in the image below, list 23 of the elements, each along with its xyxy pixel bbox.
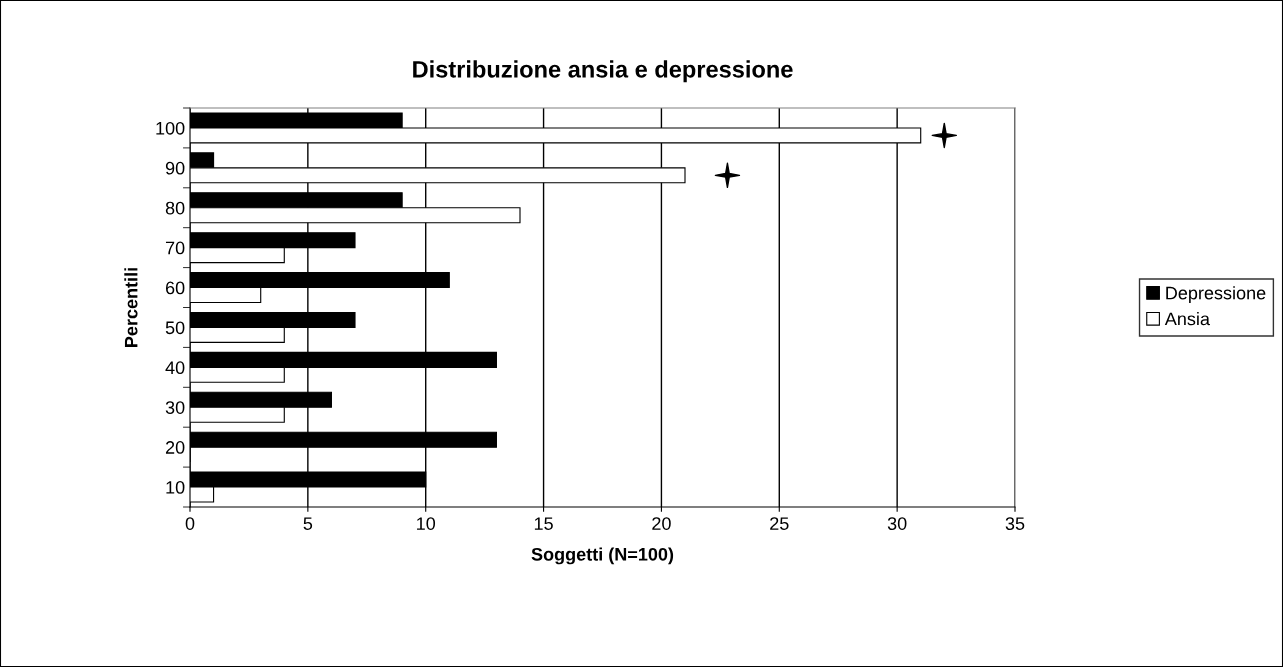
y-tick-label: 70 [165, 241, 185, 255]
x-tick-label: 35 [1005, 517, 1025, 530]
y-tick-label: 80 [165, 201, 185, 215]
chart-title: Distribuzione ansia e depressione [413, 60, 793, 83]
y-tick-label: 40 [165, 361, 185, 375]
y-tick-label: 50 [165, 321, 185, 335]
y-tick-label: 10 [166, 480, 185, 494]
y-tick-label: 90 [165, 161, 185, 175]
x-tick-label: 0 [185, 517, 195, 530]
x-axis-title: Soggetti (N=100) [531, 547, 674, 565]
y-tick-label: 60 [165, 281, 185, 295]
legend-label: Depressione [1166, 286, 1266, 303]
x-tick-label: 15 [534, 517, 553, 530]
legend-label: Ansia [1164, 312, 1210, 326]
y-tick-label: 20 [165, 441, 185, 454]
x-tick-label: 25 [770, 517, 789, 530]
x-tick-label: 30 [887, 517, 907, 530]
y-tick-label: 30 [165, 401, 185, 414]
x-tick-label: 20 [652, 517, 671, 530]
y-tick-label: 100 [156, 121, 185, 135]
x-tick-label: 10 [417, 517, 436, 530]
y-axis-title: Percentili [124, 268, 138, 347]
x-tick-label: 5 [303, 517, 313, 530]
